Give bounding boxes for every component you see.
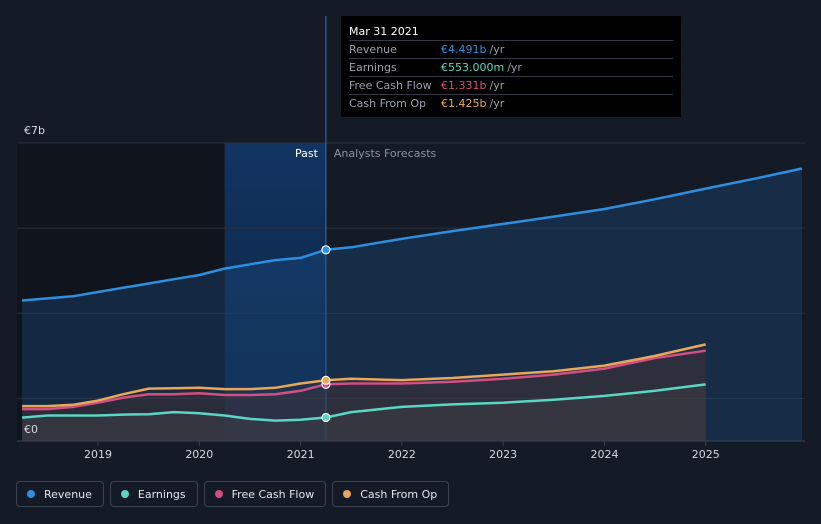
- x-tick-label: 2022: [388, 448, 416, 461]
- free_cash_flow-area: [22, 350, 706, 441]
- cash_from_op-area: [22, 344, 706, 441]
- tooltip-row-free-cash-flow: Free Cash Flow €1.331b /yr: [349, 76, 673, 94]
- tooltip-unit: /yr: [489, 79, 505, 92]
- tooltip-label: Cash From Op: [349, 97, 427, 110]
- y-tick-label-max: €7b: [24, 124, 45, 137]
- x-tick-label: 2024: [590, 448, 618, 461]
- legend-dot-icon: [27, 490, 35, 498]
- legend: Revenue Earnings Free Cash Flow Cash Fro…: [16, 481, 450, 507]
- legend-label: Free Cash Flow: [231, 487, 315, 501]
- earnings-point: [321, 412, 331, 423]
- tooltip-unit: /yr: [489, 43, 505, 56]
- tooltip-label: Free Cash Flow: [349, 79, 432, 92]
- tooltip-value: €4.491b: [441, 43, 487, 56]
- tooltip-date: Mar 31 2021: [349, 25, 419, 38]
- legend-item-revenue[interactable]: Revenue: [16, 481, 104, 507]
- tooltip-label: Revenue: [349, 43, 397, 56]
- forecast-label: Analysts Forecasts: [334, 147, 437, 160]
- revenue-point: [321, 245, 331, 255]
- tooltip-row-revenue: Revenue €4.491b /yr: [349, 40, 673, 58]
- legend-item-cash-from-op[interactable]: Cash From Op: [332, 481, 450, 507]
- legend-label: Earnings: [137, 487, 186, 501]
- tooltip-unit: /yr: [507, 61, 522, 74]
- tooltip-row-earnings: Earnings €553.000m /yr: [349, 58, 673, 76]
- x-tick-label: 2021: [287, 448, 315, 461]
- legend-dot-icon: [120, 490, 129, 498]
- earnings-line: [21, 383, 706, 422]
- x-tick-label: 2019: [84, 448, 112, 461]
- tooltip-value: €1.425b: [441, 97, 487, 110]
- tooltip: Mar 31 2021 Revenue €4.491b /yr Earnings…: [341, 16, 681, 117]
- legend-label: Revenue: [44, 487, 92, 501]
- x-tick-label: 2023: [489, 448, 517, 461]
- tooltip-row-cash-from-op: Cash From Op €1.425b /yr: [349, 94, 673, 112]
- legend-dot-icon: [343, 490, 352, 498]
- revenue-line: [21, 167, 803, 302]
- x-tick-label: 2025: [692, 448, 720, 461]
- legend-item-free-cash-flow[interactable]: Free Cash Flow: [203, 481, 327, 507]
- tooltip-label: Earnings: [349, 61, 397, 74]
- revenue-area: [22, 168, 803, 441]
- tooltip-value: €1.331b: [441, 79, 487, 92]
- past-label: Past: [295, 147, 319, 160]
- tooltip-unit: /yr: [489, 97, 505, 110]
- earnings-area: [22, 384, 706, 441]
- chart-area: €7b €0 2019 2020 2021 2022 2023 2024 2025 Past Ana…: [17, 16, 805, 461]
- free_cash_flow-line: [22, 349, 706, 411]
- cash_from_op-line: [22, 343, 706, 408]
- tooltip-value: €553.000m: [441, 61, 505, 74]
- legend-label: Cash From Op: [360, 487, 438, 501]
- cash_from_op-point: [321, 375, 331, 385]
- legend-item-earnings[interactable]: Earnings: [109, 481, 198, 507]
- y-tick-label-min: €0: [24, 423, 38, 436]
- x-tick-label: 2020: [185, 448, 213, 461]
- legend-dot-icon: [214, 490, 223, 498]
- past-highlight-region: [224, 143, 326, 441]
